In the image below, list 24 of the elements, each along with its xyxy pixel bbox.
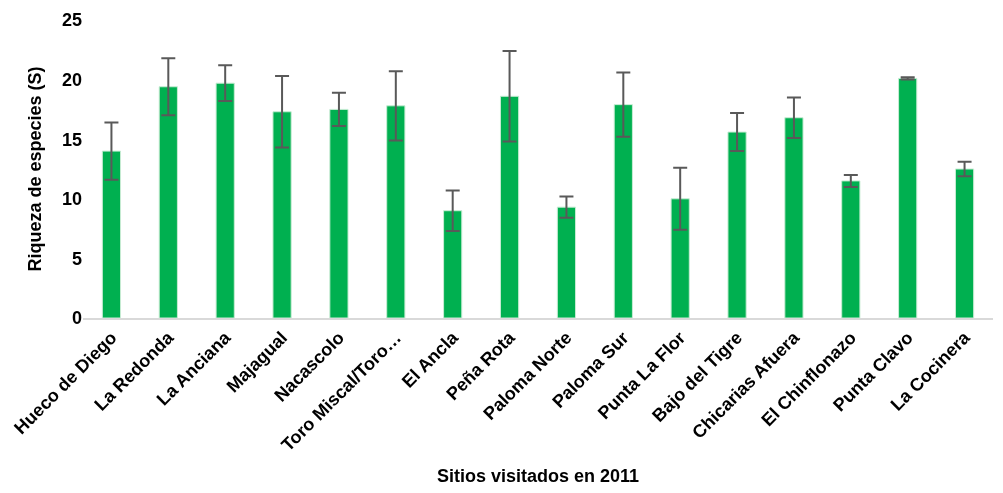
y-axis-title: Riqueza de especies (S)	[25, 66, 46, 272]
bar	[272, 111, 292, 318]
bar	[784, 117, 804, 318]
bar	[158, 86, 178, 318]
bar	[499, 95, 520, 318]
y-tick-label: 25	[61, 10, 82, 31]
y-tick-label: 10	[61, 189, 82, 210]
y-tick-label: 15	[61, 129, 82, 150]
bar	[556, 206, 577, 318]
x-axis-title: Sitios visitados en 2011	[436, 465, 640, 486]
bar	[727, 131, 747, 318]
bar	[954, 168, 975, 318]
bar	[329, 108, 349, 318]
bar	[841, 180, 861, 318]
bar	[386, 105, 406, 318]
y-tick-label: 0	[71, 308, 82, 329]
bar	[670, 198, 690, 318]
bar	[101, 150, 122, 318]
bar	[898, 77, 918, 318]
bar	[613, 104, 633, 318]
y-tick-label: 5	[71, 248, 82, 269]
bar	[215, 82, 235, 318]
y-tick-label: 20	[61, 69, 82, 90]
bar	[443, 210, 463, 318]
